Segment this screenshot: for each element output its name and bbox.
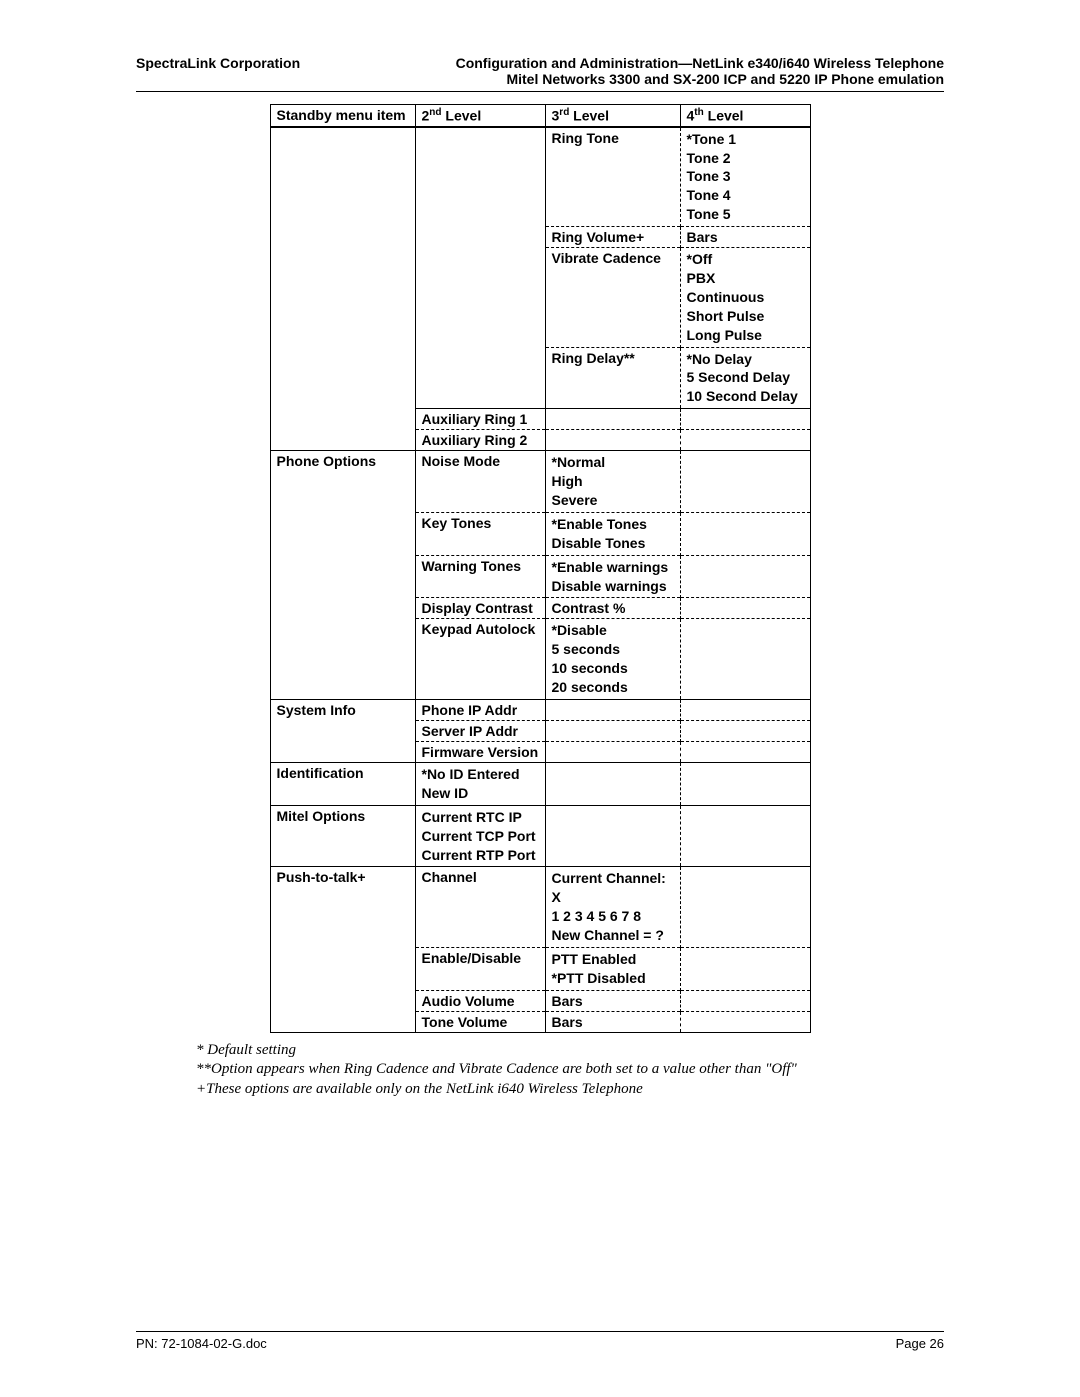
cell-empty — [680, 409, 810, 430]
cell-mitel-values: Current RTC IP Current TCP Port Current … — [415, 805, 545, 867]
cell-empty — [680, 742, 810, 763]
cell-display-contrast: Display Contrast — [415, 598, 545, 619]
cell-empty — [545, 805, 680, 867]
cell-warning-values: *Enable warnings Disable warnings — [545, 555, 680, 598]
cell-key-tones: Key Tones — [415, 512, 545, 555]
cell-vibrate-values: *Off PBX Continuous Short Pulse Long Pul… — [680, 248, 810, 347]
cell-empty — [270, 598, 415, 619]
cell-empty — [270, 227, 415, 248]
cell-aux-ring-1: Auxiliary Ring 1 — [415, 409, 545, 430]
footnote-2: **Option appears when Ring Cadence and V… — [196, 1060, 944, 1080]
cell-empty — [415, 347, 545, 409]
cell-firmware: Firmware Version — [415, 742, 545, 763]
cell-identification: Identification — [270, 763, 415, 806]
footnote-3: +These options are available only on the… — [196, 1080, 944, 1100]
cell-key-tones-values: *Enable Tones Disable Tones — [545, 512, 680, 555]
cell-empty — [680, 430, 810, 451]
cell-phone-ip: Phone IP Addr — [415, 700, 545, 721]
page-header: SpectraLink Corporation Configuration an… — [136, 55, 944, 87]
cell-empty — [680, 990, 810, 1011]
cell-empty — [270, 248, 415, 347]
cell-enable-disable: Enable/Disable — [415, 948, 545, 991]
cell-noise-values: *Normal High Severe — [545, 451, 680, 513]
header-rule — [136, 91, 944, 92]
cell-empty — [680, 1011, 810, 1032]
cell-keypad-values: *Disable 5 seconds 10 seconds 20 seconds — [545, 619, 680, 700]
cell-vibrate-cadence: Vibrate Cadence — [545, 248, 680, 347]
cell-empty — [270, 619, 415, 700]
cell-empty — [680, 700, 810, 721]
cell-empty — [545, 742, 680, 763]
col-standby: Standby menu item — [270, 105, 415, 127]
cell-empty — [270, 1011, 415, 1032]
cell-tone-volume: Tone Volume — [415, 1011, 545, 1032]
cell-empty — [545, 430, 680, 451]
header-left: SpectraLink Corporation — [136, 55, 300, 71]
cell-empty — [680, 948, 810, 991]
cell-empty — [415, 127, 545, 227]
cell-empty — [680, 512, 810, 555]
cell-empty — [415, 227, 545, 248]
cell-tones: *Tone 1 Tone 2 Tone 3 Tone 4 Tone 5 — [680, 127, 810, 227]
cell-empty — [680, 555, 810, 598]
cell-empty — [680, 451, 810, 513]
footer-left: PN: 72-1084-02-G.doc — [136, 1336, 267, 1351]
cell-empty — [270, 347, 415, 409]
cell-ring-volume: Ring Volume+ — [545, 227, 680, 248]
page-footer: PN: 72-1084-02-G.doc Page 26 — [136, 1331, 944, 1351]
cell-ring-delay-values: *No Delay 5 Second Delay 10 Second Delay — [680, 347, 810, 409]
cell-empty — [270, 512, 415, 555]
cell-audio-volume: Audio Volume — [415, 990, 545, 1011]
footer-right: Page 26 — [896, 1336, 944, 1351]
col-2nd-level: 2nd Level — [415, 105, 545, 127]
footnotes: * Default setting **Option appears when … — [196, 1041, 944, 1100]
cell-keypad-autolock: Keypad Autolock — [415, 619, 545, 700]
header-right-line2: Mitel Networks 3300 and SX-200 ICP and 5… — [456, 71, 944, 87]
cell-noise-mode: Noise Mode — [415, 451, 545, 513]
cell-ring-delay: Ring Delay** — [545, 347, 680, 409]
cell-empty — [680, 805, 810, 867]
cell-push-to-talk: Push-to-talk+ — [270, 867, 415, 948]
cell-empty — [270, 948, 415, 991]
cell-server-ip: Server IP Addr — [415, 721, 545, 742]
header-right-line1: Configuration and Administration—NetLink… — [456, 55, 944, 71]
cell-contrast-pct: Contrast % — [545, 598, 680, 619]
cell-empty — [270, 990, 415, 1011]
cell-phone-options: Phone Options — [270, 451, 415, 513]
cell-empty — [680, 867, 810, 948]
col-3rd-level: 3rd Level — [545, 105, 680, 127]
cell-enable-values: PTT Enabled *PTT Disabled — [545, 948, 680, 991]
cell-empty — [415, 248, 545, 347]
cell-empty — [680, 619, 810, 700]
cell-empty — [545, 700, 680, 721]
cell-ring-tone: Ring Tone — [545, 127, 680, 227]
cell-empty — [545, 721, 680, 742]
cell-empty — [270, 127, 415, 227]
cell-mitel-options: Mitel Options — [270, 805, 415, 867]
cell-empty — [680, 598, 810, 619]
cell-warning-tones: Warning Tones — [415, 555, 545, 598]
cell-bars: Bars — [680, 227, 810, 248]
cell-empty — [680, 721, 810, 742]
cell-empty — [270, 742, 415, 763]
cell-empty — [270, 409, 415, 430]
cell-id-values: *No ID Entered New ID — [415, 763, 545, 806]
footnote-1: * Default setting — [196, 1041, 944, 1061]
cell-empty — [270, 721, 415, 742]
cell-bars-3: Bars — [545, 1011, 680, 1032]
cell-aux-ring-2: Auxiliary Ring 2 — [415, 430, 545, 451]
cell-bars-2: Bars — [545, 990, 680, 1011]
col-4th-level: 4th Level — [680, 105, 810, 127]
cell-channel: Channel — [415, 867, 545, 948]
cell-system-info: System Info — [270, 700, 415, 721]
standby-menu-table: Standby menu item 2nd Level 3rd Level 4t… — [270, 104, 811, 1033]
cell-channel-values: Current Channel: X 1 2 3 4 5 6 7 8 New C… — [545, 867, 680, 948]
footer-rule — [136, 1331, 944, 1332]
cell-empty — [545, 763, 680, 806]
cell-empty — [270, 555, 415, 598]
cell-empty — [545, 409, 680, 430]
cell-empty — [680, 763, 810, 806]
cell-empty — [270, 430, 415, 451]
